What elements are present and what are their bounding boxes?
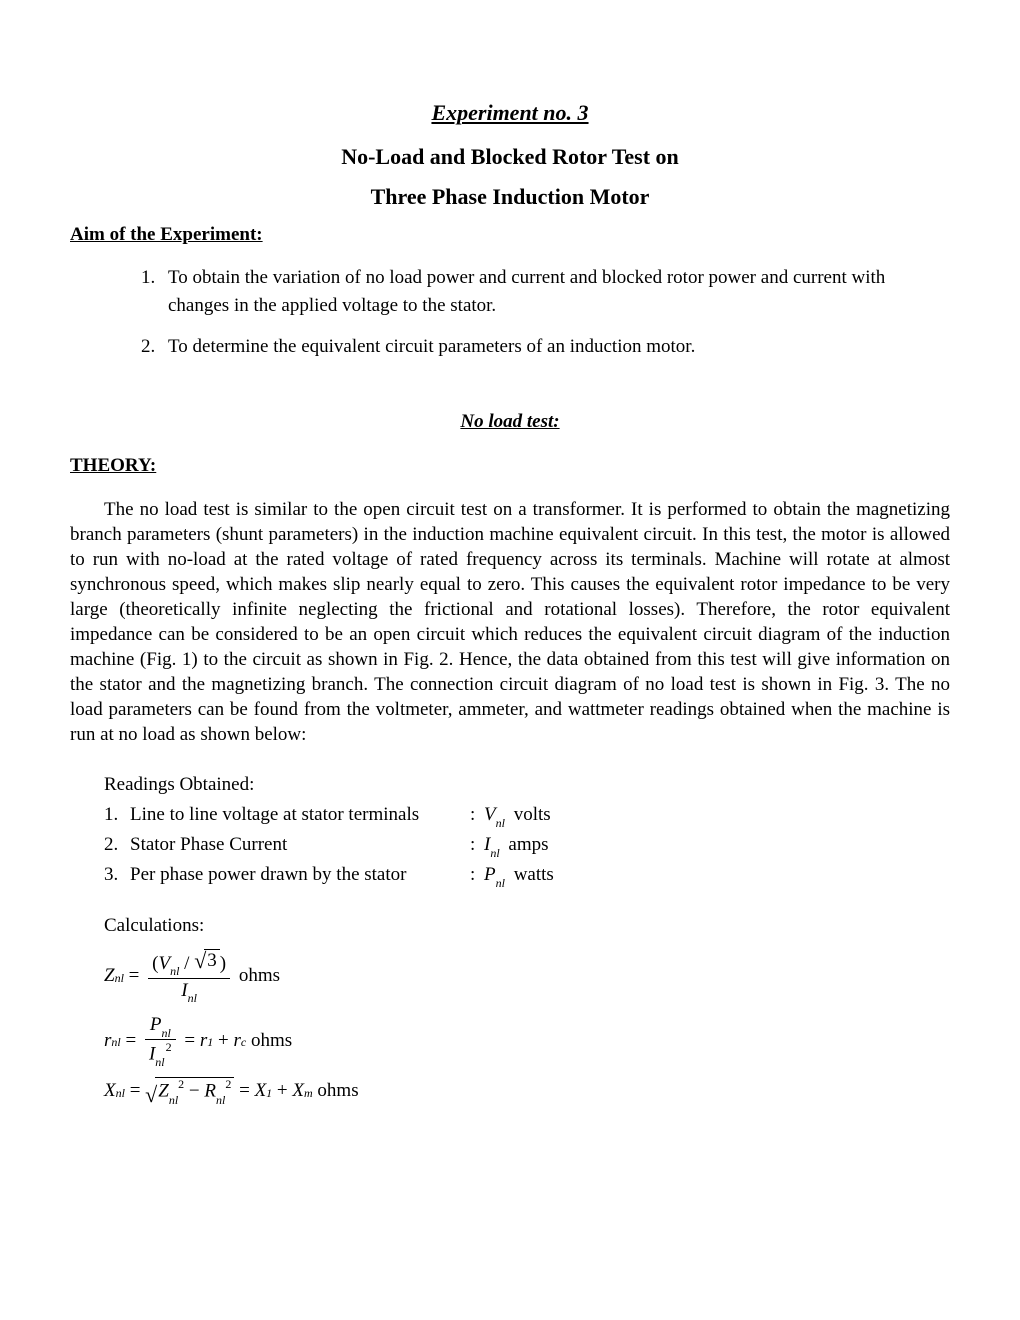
aim-item: To determine the equivalent circuit para…	[160, 333, 950, 361]
fraction: Pnl Inl2	[145, 1014, 176, 1068]
reading-colon: :	[470, 831, 484, 859]
aim-list: To obtain the variation of no load power…	[70, 264, 950, 361]
equation-r-nl: rnl = Pnl Inl2 = r1 + rc ohms	[104, 1014, 950, 1068]
reading-row: 3. Per phase power drawn by the stator :…	[104, 861, 950, 890]
reading-number: 1.	[104, 801, 130, 829]
reading-symbol: Pnl watts	[484, 861, 554, 890]
theory-heading: THEORY:	[70, 455, 950, 477]
theory-paragraph: The no load test is similar to the open …	[70, 497, 950, 748]
page: Experiment no. 3 No-Load and Blocked Rot…	[0, 0, 1020, 1320]
reading-label: Line to line voltage at stator terminals	[130, 801, 470, 829]
aim-heading: Aim of the Experiment:	[70, 224, 950, 246]
aim-item: To obtain the variation of no load power…	[160, 264, 950, 319]
reading-symbol: Inl amps	[484, 831, 549, 860]
reading-colon: :	[470, 861, 484, 889]
reading-unit: watts	[514, 864, 554, 885]
reading-row: 1. Line to line voltage at stator termin…	[104, 801, 950, 830]
reading-unit: volts	[514, 804, 551, 825]
readings-block: Readings Obtained: 1. Line to line volta…	[104, 771, 950, 890]
equation-x-nl: Xnl = √ Znl2 − Rnl2 = X1 + Xm ohms	[104, 1077, 950, 1105]
reading-symbol: Vnl volts	[484, 801, 551, 830]
reading-label: Stator Phase Current	[130, 831, 470, 859]
fraction: (Vnl / √3) Inl	[148, 949, 230, 1004]
document-title-line-1: No-Load and Blocked Rotor Test on	[70, 144, 950, 170]
calculations-heading: Calculations:	[104, 915, 950, 937]
reading-colon: :	[470, 801, 484, 829]
reading-row: 2. Stator Phase Current : Inl amps	[104, 831, 950, 860]
noload-subheading: No load test:	[70, 411, 950, 433]
equation-z-nl: Znl = (Vnl / √3) Inl ohms	[104, 949, 950, 1004]
calculations-block: Calculations: Znl = (Vnl / √3) Inl ohms …	[104, 915, 950, 1106]
reading-number: 3.	[104, 861, 130, 889]
reading-label: Per phase power drawn by the stator	[130, 861, 470, 889]
reading-number: 2.	[104, 831, 130, 859]
sqrt: √ Znl2 − Rnl2	[145, 1077, 234, 1105]
experiment-number-title: Experiment no. 3	[70, 100, 950, 126]
document-title-line-2: Three Phase Induction Motor	[70, 184, 950, 210]
reading-unit: amps	[508, 834, 548, 855]
readings-heading: Readings Obtained:	[104, 771, 950, 799]
